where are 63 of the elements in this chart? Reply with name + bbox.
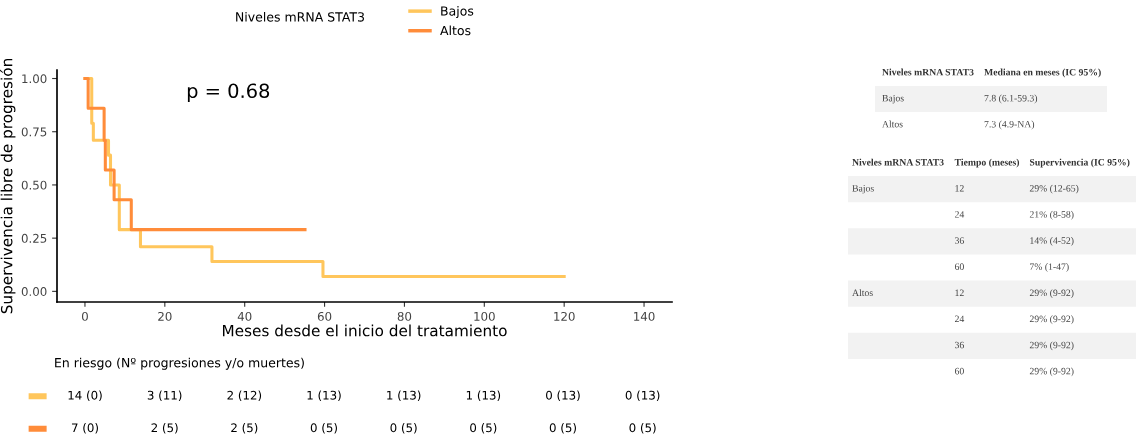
text: 0 (5) — [390, 423, 417, 434]
text: 1 (13) — [307, 390, 341, 402]
category-label: Niveles mRNA STAT3 — [882, 68, 974, 76]
x-tick-label: 0 — [81, 311, 88, 321]
text: 7.8 (6.1-59.3) — [984, 94, 1038, 104]
y-axis-title: Supervivencia libre de progresión — [0, 58, 16, 314]
text: Altos — [882, 120, 903, 128]
text: En riesgo (Nº progresiones y/o muertes) — [55, 357, 304, 370]
y-tick-label: 0.75 — [21, 127, 47, 137]
text: 12 — [955, 289, 964, 296]
text: 0 (5) — [629, 423, 656, 434]
text: 29% (9-92) — [1029, 367, 1074, 377]
text: Altos — [852, 289, 873, 297]
text: 12 — [955, 185, 964, 192]
x-tick-label: 120 — [554, 311, 575, 321]
x-axis-title: Meses desde el inicio del tratamiento — [222, 324, 507, 337]
text: 3 (11) — [147, 390, 182, 402]
category-label: Mediana en meses (IC 95%) — [984, 68, 1101, 78]
text: 1 (13) — [387, 390, 421, 402]
text: 2 (5) — [151, 423, 178, 434]
text: 2 (5) — [231, 423, 258, 434]
category-label: Tiempo (meses) — [954, 158, 1020, 168]
x-tick-label: 100 — [474, 311, 495, 321]
text: 24 — [954, 315, 965, 323]
legend-title: Niveles mRNA STAT3 — [236, 11, 364, 22]
text: 7.3 (4.9-NA) — [984, 120, 1035, 130]
y-tick-label: 0.50 — [21, 180, 47, 190]
text: Bajos — [882, 94, 904, 104]
text: 14 (0) — [68, 390, 102, 402]
text: 2 (12) — [227, 390, 262, 402]
legend-label: Bajos — [441, 6, 474, 19]
text: 7 (0) — [71, 423, 98, 434]
y-tick-label: 1.00 — [22, 74, 47, 84]
text: 0 (5) — [470, 423, 497, 434]
text: Bajos — [852, 185, 874, 194]
text: 0 (13) — [625, 390, 660, 402]
text: 1 (13) — [466, 390, 501, 402]
text: 29% (9-92) — [1029, 341, 1074, 351]
text: 14% (4-52) — [1030, 236, 1074, 246]
text: 7% (1-47) — [1030, 263, 1069, 272]
x-tick-label: 140 — [634, 311, 655, 321]
x-tick-label: 40 — [237, 311, 252, 321]
x-tick-label: 80 — [397, 311, 412, 321]
text: 0 (5) — [310, 423, 337, 434]
text: 0 (13) — [546, 390, 580, 402]
x-tick-label: 60 — [317, 311, 332, 321]
category-label: Niveles mRNA STAT3 — [852, 158, 944, 166]
text: 0 (5) — [549, 423, 576, 434]
category-label: Supervivencia (IC 95%) — [1029, 158, 1130, 168]
annotation: p = 0.68 — [187, 83, 270, 102]
y-tick-label: 0.25 — [21, 233, 47, 243]
text: 29% (9-92) — [1029, 315, 1074, 325]
text: 21% (8-58) — [1029, 210, 1074, 220]
x-tick-label: 20 — [158, 311, 172, 321]
text: 60 — [954, 263, 964, 270]
text: 36 — [955, 237, 964, 244]
text: 24 — [954, 211, 965, 218]
text: 29% (12-65) — [1029, 184, 1079, 194]
text: 60 — [954, 367, 964, 375]
y-tick-label: 0.00 — [21, 287, 47, 297]
legend-label: Altos — [440, 25, 471, 36]
text: 29% (9-92) — [1029, 289, 1074, 299]
text: 36 — [955, 341, 964, 349]
